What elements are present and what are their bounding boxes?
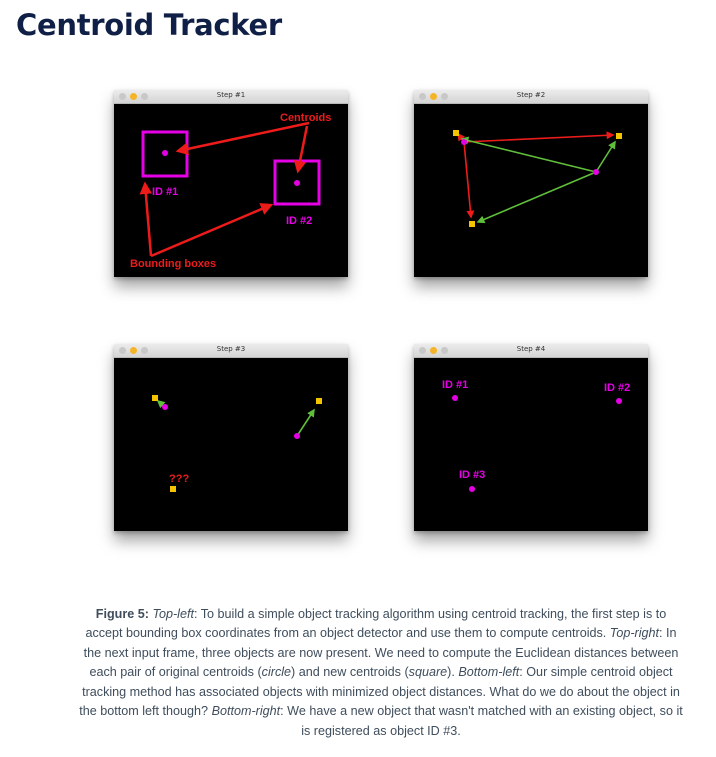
window-title: Step #2 [516,91,546,99]
arrow-to-centroid-2 [293,125,309,174]
window-titlebar: Step #3 [114,344,348,358]
caption-bottom-right-label: Bottom-right [211,704,281,719]
step-4-canvas: ID #1 ID #2 ID #3 [442,379,630,492]
id-2-label: ID #2 [604,382,630,394]
window-titlebar: Step #2 [414,90,648,104]
step-1-canvas: Centroids ID #1 ID #2 Bounding boxes [130,112,331,270]
minimize-icon[interactable] [130,347,137,354]
window-titlebar: Step #1 [114,90,348,104]
step-1-window: Step #1 Centroids ID #1 ID #2 Bounding b… [114,90,348,277]
old-centroid-circle [593,169,599,175]
green-line-down [476,171,597,224]
minimize-icon[interactable] [430,93,437,100]
old-centroid-circle [294,433,300,439]
caption-text: : We have a new object that wasn't match… [280,704,683,738]
id-1-label: ID #1 [152,186,178,198]
green-line-left [460,136,597,173]
new-centroid-square [453,130,459,136]
centroid-2 [294,180,300,186]
close-icon[interactable] [119,93,126,100]
window-title: Step #1 [216,91,246,99]
unknown-label: ??? [169,473,189,485]
close-icon[interactable] [419,347,426,354]
centroids-label: Centroids [280,112,331,124]
green-line-up [595,140,616,173]
step-2-canvas [453,130,622,227]
caption-top-right-label: Top-right [609,626,660,641]
window-title: Step #4 [516,345,546,353]
zoom-icon[interactable] [441,347,448,354]
step-2-window: Step #2 [414,90,648,277]
caption-bottom-left-label: Bottom-left [458,665,520,680]
caption-text: ). [447,665,459,680]
arrow-to-centroid-1 [175,121,310,156]
centroid-1 [162,150,168,156]
id-1-label: ID #1 [442,379,468,391]
close-icon[interactable] [119,347,126,354]
bounding-boxes-label: Bounding boxes [130,258,216,270]
old-centroid-circle [162,404,168,410]
red-line-down [463,141,475,219]
new-centroid-square [316,398,322,404]
red-line-top [463,131,615,143]
minimize-icon[interactable] [130,93,137,100]
unmatched-centroid-square [170,486,176,492]
figure-label: Figure 5: [95,606,149,621]
page-title: Centroid Tracker [16,8,282,42]
step-4-window: Step #4 ID #1 ID #2 ID #3 [414,344,648,531]
window-title: Step #3 [216,345,246,353]
arrow-to-box-2 [150,203,274,258]
centroid-id-3 [469,486,475,492]
arrow-to-box-1 [139,181,153,257]
minimize-icon[interactable] [430,347,437,354]
caption-text: ) and new centroids ( [291,665,409,680]
caption-circle: circle [261,665,292,680]
step-3-window: Step #3 ??? [114,344,348,531]
zoom-icon[interactable] [441,93,448,100]
figure-caption: Figure 5: Top-left: To build a simple ob… [78,605,684,742]
caption-square: square [408,665,448,680]
caption-text: : In the next input frame, three objects… [83,626,679,680]
id-3-label: ID #3 [459,469,485,481]
step-3-canvas: ??? [152,395,322,492]
new-centroid-square [469,221,475,227]
close-icon[interactable] [419,93,426,100]
caption-text: : To build a simple object tracking algo… [85,606,667,641]
centroid-id-2 [616,398,622,404]
zoom-icon[interactable] [141,93,148,100]
old-centroid-circle [461,139,467,145]
green-line-up [296,408,315,437]
new-centroid-square [152,395,158,401]
window-titlebar: Step #4 [414,344,648,358]
caption-text: : Our simple centroid object tracking me… [79,665,680,719]
id-2-label: ID #2 [286,215,312,227]
new-centroid-square [616,133,622,139]
centroid-id-1 [452,395,458,401]
zoom-icon[interactable] [141,347,148,354]
caption-top-left-label: Top-left [152,606,194,621]
